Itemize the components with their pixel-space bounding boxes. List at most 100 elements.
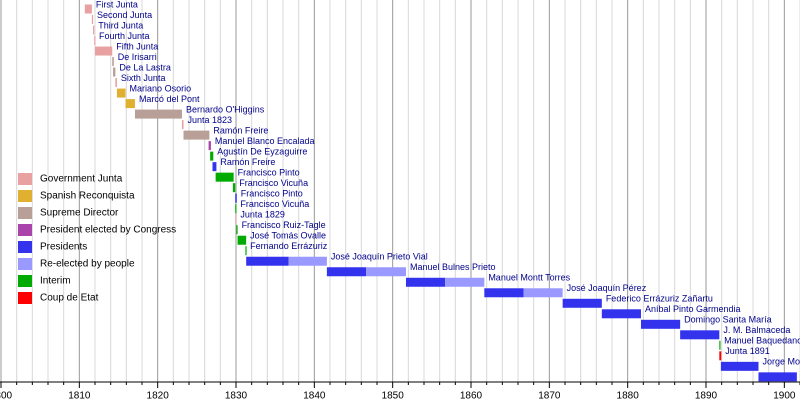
- reign-bar: [601, 309, 641, 319]
- legend-label: Presidents: [40, 242, 87, 253]
- reign-bar: [237, 235, 247, 245]
- row-label: Junta 1891: [725, 346, 770, 356]
- legend-swatch: [18, 224, 32, 236]
- legend-swatch: [18, 207, 32, 219]
- legend-swatch: [18, 190, 32, 202]
- reign-bar: [405, 277, 446, 287]
- reign-bar: [210, 151, 214, 161]
- x-tick-label: 1860: [460, 391, 483, 400]
- reign-bar: [91, 15, 94, 25]
- legend-swatch: [18, 241, 32, 253]
- reign-bar: [445, 277, 485, 287]
- legend-swatch: [18, 173, 32, 185]
- row-label: De La Lastra: [119, 62, 171, 72]
- row-label: Jorge Montt: [762, 357, 800, 367]
- row-label: First Junta: [96, 0, 138, 9]
- reign-bar: [523, 288, 563, 298]
- legend-label: Supreme Director: [40, 208, 119, 219]
- reign-bar: [246, 256, 289, 266]
- row-label: Sixth Junta: [121, 73, 166, 83]
- reign-bar: [719, 340, 721, 350]
- row-label: De Irisarri: [118, 52, 157, 62]
- reign-bar: [484, 288, 524, 298]
- row-label: Fernando Errázuriz: [250, 241, 328, 251]
- reign-bar: [113, 67, 116, 77]
- reign-bar: [235, 193, 237, 203]
- row-label: Marcó del Pont: [139, 94, 200, 104]
- row-label: Junta 1829: [240, 210, 285, 220]
- row-label: J. M. Balmaceda: [723, 325, 790, 335]
- reign-bar: [235, 214, 237, 224]
- reign-bar: [134, 109, 182, 119]
- row-label: Francisco Pinto: [241, 189, 303, 199]
- reign-bar: [236, 225, 238, 235]
- row-label: Ramón Freire: [220, 157, 275, 167]
- legend-label: Spanish Reconquista: [40, 191, 135, 202]
- reign-bar: [288, 256, 327, 266]
- x-tick-label: 1830: [225, 391, 248, 400]
- x-tick-label: 1900: [773, 391, 796, 400]
- row-label: Second Junta: [97, 10, 152, 20]
- row-label: Third Junta: [98, 20, 143, 30]
- legend-swatch: [18, 258, 32, 270]
- row-label: Manuel Bulnes Prieto: [410, 262, 496, 272]
- reign-bar: [116, 88, 126, 98]
- reign-bar: [235, 204, 237, 214]
- legend-label: Interim: [40, 276, 71, 287]
- row-label: Mariano Osorio: [130, 83, 192, 93]
- row-label: Manuel Blanco Encalada: [215, 136, 315, 146]
- x-tick-label: 1820: [147, 391, 170, 400]
- row-label: Fifth Junta: [116, 41, 158, 51]
- legend-swatch: [18, 292, 32, 304]
- reign-bar: [640, 319, 681, 329]
- row-label: José Joaquín Pérez: [567, 283, 647, 293]
- row-label: José Tomás Ovalle: [250, 231, 326, 241]
- legend-label: Coup de Etat: [40, 293, 99, 304]
- reign-bar: [94, 36, 96, 46]
- reign-bar: [720, 361, 759, 371]
- row-label: Manuel Montt Torres: [488, 273, 570, 283]
- legend-label: Government Junta: [40, 174, 123, 185]
- x-tick-label: 1850: [382, 391, 405, 400]
- row-label: Junta 1823: [188, 115, 233, 125]
- reign-bar: [680, 330, 720, 340]
- row-label: Francisco Ruiz-Tagle: [242, 220, 326, 230]
- reign-bar: [215, 172, 234, 182]
- row-label: Fourth Junta: [99, 31, 150, 41]
- reign-bar: [181, 120, 184, 130]
- reign-bar: [232, 183, 236, 193]
- x-tick-label: 1880: [617, 391, 640, 400]
- row-label: Ramón Freire: [213, 125, 268, 135]
- legend-swatch: [18, 275, 32, 287]
- reign-bar: [366, 267, 406, 277]
- reign-bar: [84, 4, 92, 14]
- row-label: Domingo Santa María: [684, 315, 772, 325]
- reign-bar: [112, 57, 114, 67]
- row-label: Francisco Pinto: [238, 168, 300, 178]
- reign-bar: [208, 141, 211, 151]
- x-tick-label: 1870: [538, 391, 561, 400]
- reign-bar: [93, 25, 95, 35]
- row-label: Francisco Vicuña: [239, 178, 308, 188]
- reign-bar: [719, 351, 722, 361]
- x-tick-label: 1800: [0, 391, 13, 400]
- reign-bar: [95, 46, 113, 56]
- row-label: Agustín De Eyzaguirre: [217, 147, 307, 157]
- reign-bar: [125, 99, 135, 109]
- reign-bar: [245, 246, 247, 256]
- row-label: Bernardo O'Higgins: [186, 104, 265, 114]
- row-label: Aníbal Pinto Garmendia: [645, 304, 741, 314]
- reign-bar: [758, 372, 797, 382]
- legend-label: Re-elected by people: [40, 259, 135, 270]
- x-tick-label: 1840: [303, 391, 326, 400]
- row-label: Manuel Baquedano: [724, 336, 800, 346]
- x-tick-label: 1810: [68, 391, 91, 400]
- row-label: Francisco Vicuña: [240, 199, 309, 209]
- row-label: José Joaquín Prieto Vial: [331, 252, 428, 262]
- reign-bar: [115, 78, 117, 88]
- x-tick-label: 1890: [695, 391, 718, 400]
- reign-bar: [183, 130, 210, 140]
- reign-bar: [326, 267, 367, 277]
